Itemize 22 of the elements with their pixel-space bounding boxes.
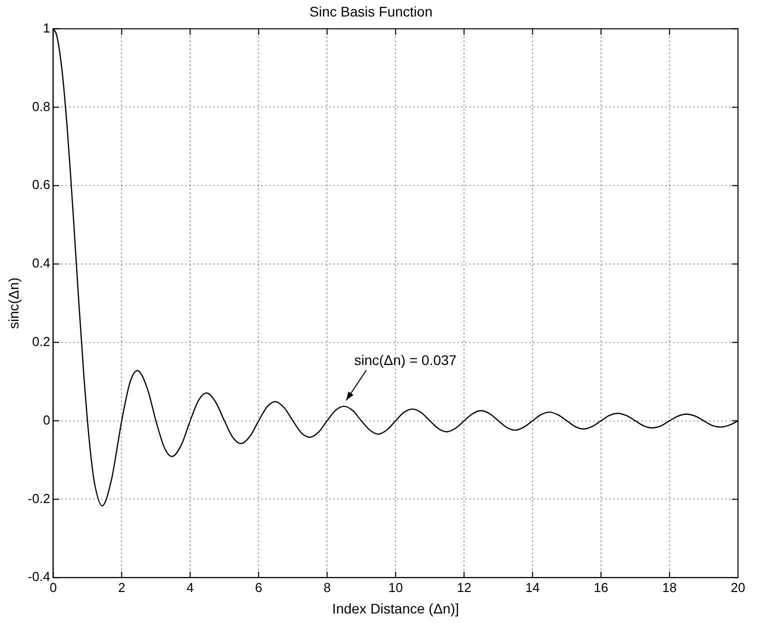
- y-tick-label: -0.2: [28, 490, 50, 506]
- x-tick-label: 14: [525, 580, 540, 595]
- y-tick-label: -0.4: [28, 569, 50, 584]
- x-tick-label: 10: [388, 580, 403, 595]
- chart-title: Sinc Basis Function: [310, 3, 432, 20]
- x-tick-label: 8: [324, 580, 331, 595]
- x-tick-label: 6: [255, 580, 262, 595]
- x-tick-label: 16: [594, 580, 608, 595]
- x-tick-label: 4: [186, 580, 194, 595]
- y-tick-label: 0.4: [32, 256, 50, 271]
- y-tick-label: 1: [42, 20, 50, 36]
- x-axis-title: Index Distance (Δn)]: [332, 600, 460, 616]
- y-tick-label: 0.2: [32, 334, 50, 349]
- y-tick-label: 0.8: [32, 98, 50, 114]
- y-axis-title: sinc(Δn): [5, 278, 22, 329]
- x-tick-label: 2: [118, 580, 126, 595]
- x-tick-label: 18: [662, 580, 677, 595]
- x-tick-label: 12: [456, 580, 472, 595]
- y-tick-label: 0.6: [32, 177, 50, 192]
- y-tick-label: 0: [42, 412, 50, 428]
- annotation: sinc(Δn) = 0.037: [354, 352, 457, 368]
- x-tick-label: 20: [730, 580, 746, 595]
